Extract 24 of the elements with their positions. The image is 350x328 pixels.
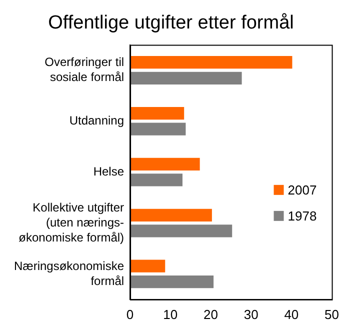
x-tick-label: 0 (126, 306, 134, 322)
bar (130, 122, 186, 136)
y-tick-label: Utdanning (69, 113, 124, 128)
bar (130, 72, 242, 84)
y-tick-label: Kollektive utgifter (uten nærings- økonomiske formål) (18, 200, 124, 244)
bar (130, 208, 212, 222)
x-tick-label: 10 (163, 306, 178, 322)
x-tick-label: 50 (324, 306, 340, 322)
bar (130, 106, 184, 120)
bar (130, 260, 166, 272)
legend-label: 1978 (288, 208, 317, 224)
y-tick-label: Næringsøkonomiske formål (14, 258, 124, 288)
x-tick-label: 30 (244, 306, 258, 322)
legend-label: 2007 (288, 182, 317, 198)
bar (130, 224, 232, 238)
chart-title: Offentlige utgifter etter formål (48, 12, 294, 34)
y-tick-label: Helse (93, 164, 124, 178)
bar (130, 174, 182, 186)
bar (130, 276, 214, 288)
bar (130, 56, 292, 69)
bar (130, 158, 200, 171)
x-tick-label: 20 (203, 306, 218, 322)
x-tick-label: 40 (284, 306, 299, 322)
y-tick-label: Overføringer til sosiale formål (44, 55, 124, 84)
